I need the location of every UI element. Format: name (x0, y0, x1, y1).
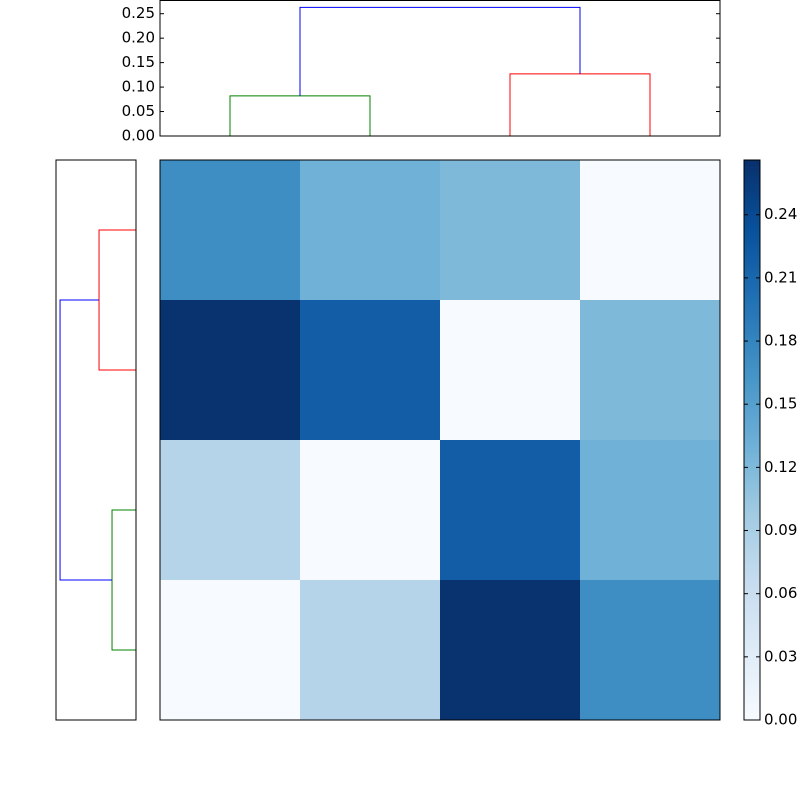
colorbar-tick-label: 0.21 (764, 268, 797, 286)
heatmap-cell (160, 580, 301, 721)
dendrogram-link (111, 509, 136, 651)
dendrogram-link (59, 299, 113, 581)
colorbar-tick-label: 0.12 (764, 458, 797, 476)
dendrogram-link (299, 6, 581, 96)
y-tick-label: 0.00 (122, 127, 155, 145)
heatmap-cell (160, 300, 301, 441)
dendrogram-frame (159, 0, 721, 137)
colorbar-tick-label: 0.18 (764, 332, 797, 350)
y-tick-label: 0.25 (122, 4, 155, 22)
heatmap-cell (160, 440, 301, 581)
colorbar-frame (743, 159, 761, 721)
dendrogram-link (229, 95, 371, 136)
colorbar-tick-label: 0.00 (764, 711, 797, 729)
colorbar-tick-label: 0.15 (764, 395, 797, 413)
heatmap-cell (300, 300, 441, 441)
heatmap-cell (300, 440, 441, 581)
heatmap-cell (580, 160, 721, 301)
colorbar-tick-label: 0.09 (764, 521, 797, 539)
heatmap-cell (580, 580, 721, 721)
dendrogram-link (98, 229, 136, 371)
colorbar-tick-label: 0.06 (764, 584, 797, 602)
heatmap-cell (440, 440, 581, 581)
colorbar-tick-label: 0.24 (764, 205, 797, 223)
y-tick-label: 0.20 (122, 29, 155, 47)
heatmap-cell (580, 300, 721, 441)
y-tick-label: 0.10 (122, 78, 155, 96)
heatmap-cell (160, 160, 301, 301)
heatmap-cell (300, 160, 441, 301)
y-tick-label: 0.05 (122, 102, 155, 120)
heatmap-cell (440, 300, 581, 441)
dendrogram-frame (55, 159, 137, 721)
dendrogram-link (509, 73, 651, 136)
heatmap-cell (440, 160, 581, 301)
heatmap-cell (300, 580, 441, 721)
heatmap-cell (440, 580, 581, 721)
colorbar-tick-label: 0.03 (764, 647, 797, 665)
colorbar (744, 160, 760, 720)
y-tick-label: 0.15 (122, 53, 155, 71)
heatmap-frame (159, 159, 721, 721)
heatmap-cell (580, 440, 721, 581)
